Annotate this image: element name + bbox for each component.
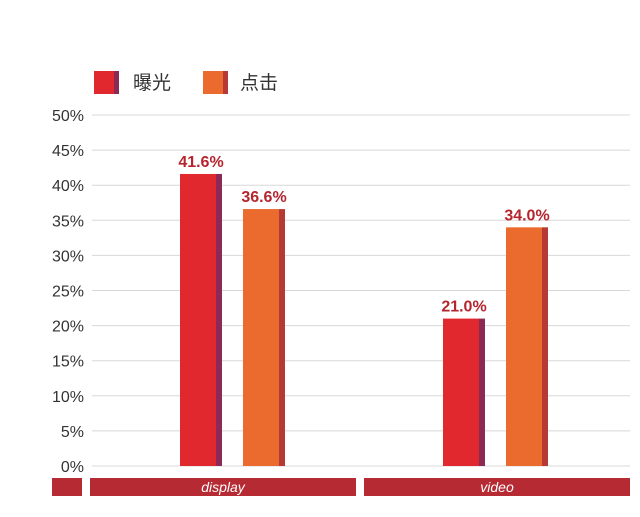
bar-side-shade [542, 227, 548, 466]
y-tick-label: 30% [52, 248, 84, 265]
legend-swatch-side [114, 71, 119, 94]
bar [180, 173, 216, 466]
y-tick-label: 45% [52, 143, 84, 160]
category-band [364, 478, 630, 496]
category-band [90, 478, 356, 496]
bar [443, 318, 479, 466]
legend-label: 点击 [240, 72, 278, 94]
y-tick-label: 40% [52, 178, 84, 195]
bar-side-shade [279, 209, 285, 466]
y-tick-label: 10% [52, 389, 84, 406]
bar [243, 209, 279, 466]
legend-swatch-side [223, 71, 228, 94]
y-tick-label: 0% [61, 459, 84, 476]
bar [506, 227, 542, 466]
bar-side-shade [216, 173, 222, 466]
y-tick-label: 50% [52, 108, 84, 125]
y-tick-label: 15% [52, 354, 84, 371]
y-tick-label: 5% [61, 424, 84, 441]
data-label: 41.6% [178, 154, 223, 171]
data-label: 21.0% [441, 299, 486, 316]
data-label: 34.0% [504, 207, 549, 224]
legend-swatch [94, 71, 114, 94]
data-label: 36.6% [241, 189, 286, 206]
category-label: display [201, 479, 246, 495]
y-tick-label: 35% [52, 213, 84, 230]
category-band-stub [52, 478, 82, 496]
legend-swatch [203, 71, 223, 94]
category-label: video [480, 479, 514, 495]
legend-label: 曝光 [133, 72, 171, 94]
y-tick-label: 25% [52, 284, 84, 301]
bar-side-shade [479, 318, 485, 466]
y-tick-label: 20% [52, 319, 84, 336]
